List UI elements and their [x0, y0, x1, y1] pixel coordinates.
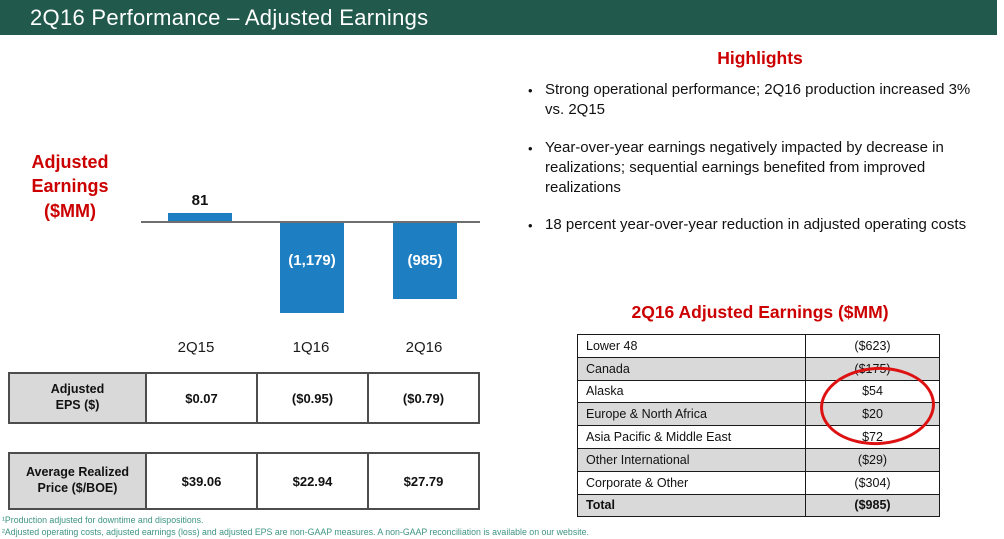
chart-zero-axis [141, 221, 480, 223]
table-row-value: ($29) [806, 448, 939, 471]
table-total-value: ($985) [806, 494, 939, 517]
bar-1q16 [280, 223, 344, 313]
highlights-list: • Strong operational performance; 2Q16 p… [528, 80, 980, 253]
table-row-value: ($175) [806, 357, 939, 380]
footnote-1: ¹Production adjusted for downtime and di… [2, 515, 204, 525]
slide-title: 2Q16 Performance – Adjusted Earnings [30, 4, 429, 30]
table-row-label: Lower 48 [578, 335, 805, 357]
table-row-value: $20 [806, 403, 939, 426]
chart-axis-label: Adjusted Earnings ($MM) [31, 152, 109, 221]
highlight-text: 18 percent year-over-year reduction in a… [545, 216, 967, 234]
bar-2q16 [393, 223, 457, 299]
highlight-item: • Year-over-year earnings negatively imp… [528, 138, 980, 199]
slide-header-bar: 2Q16 Performance – Adjusted Earnings [0, 0, 997, 35]
table-row-value: $72 [806, 426, 939, 448]
price-value-2q15: $39.06 [147, 454, 256, 508]
bar-2q15 [168, 213, 232, 221]
table-row-value: ($304) [806, 471, 939, 494]
highlight-text: Strong operational performance; 2Q16 pro… [545, 81, 971, 119]
bar-value-label: 81 [191, 192, 209, 209]
price-value-1q16: $22.94 [258, 454, 367, 508]
table-row-label: Canada [578, 357, 805, 380]
highlights-title: Highlights [717, 48, 803, 68]
price-table-header: Average Realized Price ($/BOE) [10, 454, 145, 508]
bar-value-label: (1,179) [288, 252, 336, 269]
bullet-icon: • [528, 218, 533, 234]
table-total-label: Total [578, 494, 805, 517]
adjusted-eps-table: Adjusted EPS ($) $0.07 ($0.95) ($0.79) [8, 372, 480, 424]
highlight-text: Year-over-year earnings negatively impac… [545, 138, 944, 197]
eps-table-header: Adjusted EPS ($) [10, 374, 145, 422]
table-row-label: Europe & North Africa [578, 403, 805, 426]
earnings-table-title: 2Q16 Adjusted Earnings ($MM) [631, 302, 889, 322]
table-row-label: Alaska [578, 380, 805, 403]
footnote-2: ²Adjusted operating costs, adjusted earn… [2, 526, 589, 537]
eps-value-2q16: ($0.79) [369, 374, 478, 422]
eps-value-1q16: ($0.95) [258, 374, 367, 422]
earnings-by-segment-table: Lower 48 ($623) Canada ($175) Alaska $54… [577, 334, 940, 518]
realized-price-table: Average Realized Price ($/BOE) $39.06 $2… [8, 452, 480, 510]
table-row-value: $54 [806, 380, 939, 403]
highlight-item: • 18 percent year-over-year reduction in… [528, 215, 980, 235]
highlight-item: • Strong operational performance; 2Q16 p… [528, 80, 980, 121]
eps-value-2q15: $0.07 [147, 374, 256, 422]
bullet-icon: • [528, 140, 533, 156]
chart-category-label: 2Q15 [177, 339, 215, 356]
footnotes: ¹Production adjusted for downtime and di… [2, 515, 702, 539]
table-row-label: Asia Pacific & Middle East [578, 426, 805, 448]
chart-category-label: 2Q16 [405, 339, 443, 356]
table-row-value: ($623) [806, 335, 939, 357]
chart-category-label: 1Q16 [292, 339, 330, 356]
table-row-label: Corporate & Other [578, 471, 805, 494]
table-row-label: Other International [578, 448, 805, 471]
price-value-2q16: $27.79 [369, 454, 478, 508]
bar-value-label: (985) [407, 252, 443, 269]
bullet-icon: • [528, 83, 533, 98]
